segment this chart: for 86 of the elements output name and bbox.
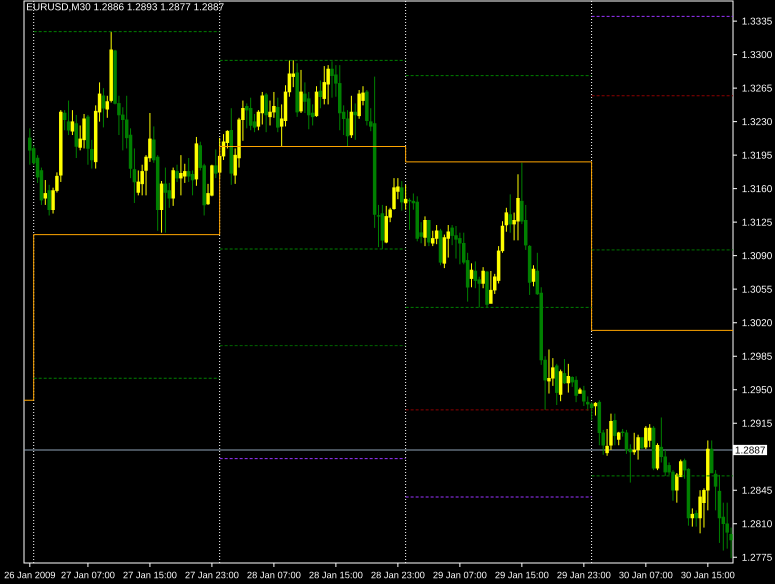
x-tick-label: 27 Jan 15:00 [123,572,177,578]
candlestick [264,92,268,133]
candlestick [66,100,70,136]
y-tick-label: 1.3090 [742,252,772,260]
candlestick [562,358,566,384]
candlestick [47,184,51,216]
candlestick [616,431,620,446]
y-tick-label: 1.3300 [742,51,772,58]
y-tick-label: 1.3195 [742,152,772,159]
candlestick [594,402,598,416]
candlestick [400,180,404,212]
candlestick [729,527,733,559]
candlestick [532,264,536,287]
candlestick [102,88,106,128]
candlestick [470,262,474,288]
candlestick [656,442,660,471]
candlestick [632,432,636,456]
candlestick [314,86,318,118]
candlestick [303,82,307,114]
x-tick-label: 27 Jan 07:00 [61,572,115,578]
candlestick [248,97,252,131]
candlestick [574,376,578,403]
candlestick [694,510,698,528]
ref-line-label: 1.2887 [736,446,765,454]
candlestick [489,270,493,304]
candlestick [644,426,648,450]
candlestick [299,69,303,114]
candlestick [516,174,520,241]
candlestick [590,402,594,421]
y-tick-label: 1.3055 [742,286,772,293]
candlestick [481,266,485,289]
x-tick-label: 30 Jan 15:00 [681,572,734,578]
y-tick-label: 1.2985 [742,352,772,360]
candlestick [636,434,640,460]
candlestick [434,224,438,245]
y-tick-label: 1.2775 [742,554,772,561]
x-tick-label: 27 Jan 23:00 [185,572,239,578]
candlestick [698,490,702,534]
y-tick-label: 1.3265 [742,84,772,92]
x-tick-label: 29 Jan 23:00 [557,572,610,578]
chart-title: EURUSD,M30 1.2886 1.2893 1.2877 1.2887 [27,3,224,12]
x-tick-label: 28 Jan 07:00 [247,572,301,578]
candlestick [346,110,350,148]
candlestick [350,95,354,138]
candlestick [164,167,168,234]
candlestick [404,184,408,210]
candlestick [318,80,322,109]
x-tick-label: 29 Jan 07:00 [433,572,486,578]
candlestick [427,220,431,247]
x-tick-label: 26 Jan 2009 [4,572,56,578]
candlestick [354,102,357,140]
candlestick [558,369,562,402]
candlestick [44,180,48,206]
x-tick-label: 29 Jan 15:00 [495,572,548,578]
candlestick [423,216,427,247]
y-tick-label: 1.2915 [742,420,772,427]
candlestick [357,90,361,120]
candlestick [276,97,280,133]
candlestick [28,128,32,166]
candlestick [82,113,86,149]
candlestick [547,348,551,394]
candlestick [508,194,512,234]
y-tick-label: 1.2845 [742,486,772,494]
x-tick-label: 30 Jan 07:00 [619,572,672,578]
candlestick [322,66,326,105]
candlestick [690,508,694,528]
y-tick-label: 1.2950 [742,386,772,394]
candlestick [179,154,183,196]
y-tick-label: 1.2810 [742,520,772,528]
y-tick-label: 1.3020 [742,319,772,326]
candlestick [648,424,652,448]
y-tick-label: 1.3230 [742,118,772,126]
candlestick [214,148,218,179]
candlestick [326,64,330,105]
candlestick [74,114,78,159]
y-tick-label: 1.3125 [742,218,772,226]
candlestick [640,437,644,450]
candlestick [613,413,617,446]
candlestick [70,110,74,136]
y-tick-label: 1.3335 [742,18,772,25]
candlestick [408,198,412,230]
x-tick-label: 28 Jan 23:00 [371,572,424,578]
candlestick [566,363,570,394]
y-tick-label: 1.3160 [742,185,772,192]
candlestick [175,164,179,182]
x-tick-label: 28 Jan 15:00 [309,572,362,578]
